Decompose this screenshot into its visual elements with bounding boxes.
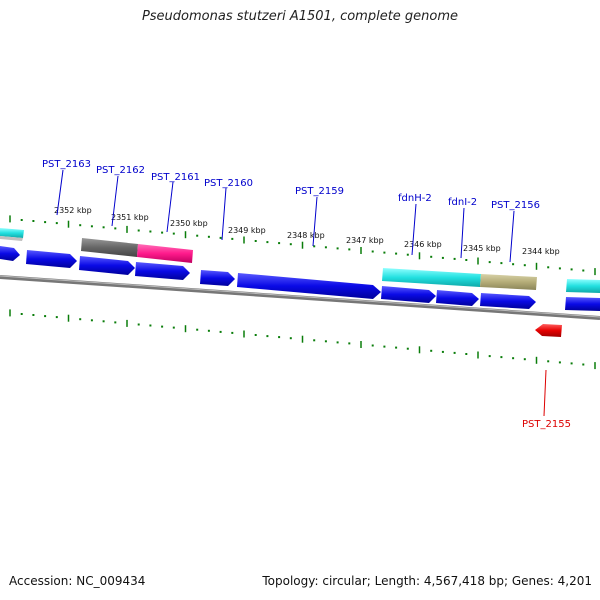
kbp-label: 2347 kbp <box>346 236 384 245</box>
gene-label[interactable]: fdnI-2 <box>448 197 477 208</box>
kbp-labels: 2352 kbp 2351 kbp 2350 kbp 2349 kbp 2348… <box>54 206 560 256</box>
gene-label[interactable]: PST_2156 <box>491 200 540 211</box>
gene-arrow-forward[interactable] <box>0 246 20 261</box>
kbp-label: 2352 kbp <box>54 206 92 215</box>
feature-cyan-edge-shadow <box>0 236 23 241</box>
kbp-label: 2349 kbp <box>228 226 266 235</box>
kbp-label: 2350 kbp <box>170 219 208 228</box>
gene-arrow-forward[interactable] <box>237 273 381 299</box>
genome-backbone <box>0 275 600 320</box>
gene-labels: PST_2163 PST_2162 PST_2161 PST_2160 PST_… <box>42 159 571 430</box>
gene-arrow-forward[interactable] <box>135 262 190 280</box>
gene-label[interactable]: fdnH-2 <box>398 193 432 204</box>
feature-pink[interactable] <box>137 244 193 263</box>
gene-label[interactable]: PST_2161 <box>151 172 200 183</box>
kbp-label: 2344 kbp <box>522 247 560 256</box>
kbp-label: 2345 kbp <box>463 244 501 253</box>
gene-arrow-reverse[interactable] <box>535 324 562 337</box>
gene-label[interactable]: PST_2159 <box>295 186 344 197</box>
gene-arrow-forward[interactable] <box>200 270 235 286</box>
map-title: Pseudomonas stutzeri A1501, complete gen… <box>141 9 459 24</box>
genome-backbone-highlight <box>0 275 600 318</box>
feature-cyan-edge[interactable] <box>0 228 24 238</box>
genome-summary-text: Topology: circular; Length: 4,567,418 bp… <box>262 574 592 588</box>
inner-tick-ring <box>9 309 596 370</box>
gene-label[interactable]: PST_2163 <box>42 159 91 170</box>
gene-arrow-forward[interactable] <box>79 256 135 275</box>
gene-arrow-forward[interactable] <box>381 286 436 303</box>
gene-arrow-forward[interactable] <box>436 290 479 306</box>
forward-genes <box>0 246 600 311</box>
gene-arrow-forward[interactable] <box>480 293 536 309</box>
gene-leader-lines <box>56 169 547 417</box>
feature-khaki[interactable] <box>480 274 537 290</box>
feature-gray[interactable] <box>81 238 138 257</box>
gene-label[interactable]: PST_2160 <box>204 178 253 189</box>
kbp-label: 2348 kbp <box>287 231 325 240</box>
gene-label[interactable]: PST_2155 <box>522 419 571 430</box>
kbp-label: 2346 kbp <box>404 240 442 249</box>
gene-label[interactable]: PST_2162 <box>96 165 145 176</box>
kbp-label: 2351 kbp <box>111 213 149 222</box>
feature-track <box>0 228 600 293</box>
feature-cyan-right[interactable] <box>566 279 600 293</box>
gene-arrow-forward[interactable] <box>26 250 77 268</box>
gene-arrow-forward[interactable] <box>565 297 600 311</box>
feature-cyan[interactable] <box>382 268 481 287</box>
outer-tick-ring <box>9 215 596 276</box>
accession-text: Accession: NC_009434 <box>9 574 146 588</box>
